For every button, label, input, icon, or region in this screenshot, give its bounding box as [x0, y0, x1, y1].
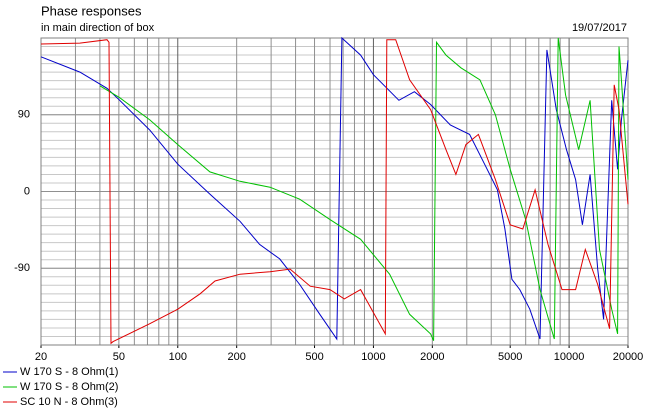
x-tick-label: 1000 [361, 351, 385, 363]
legend-label: W 170 S - 8 Ohm(1) [20, 366, 118, 378]
x-tick-label: 10000 [554, 351, 585, 363]
series-line [40, 39, 629, 345]
x-tick-label: 100 [169, 351, 187, 363]
series-line [99, 37, 629, 341]
series-line [40, 36, 629, 341]
chart-subtitle: in main direction of box [41, 22, 155, 34]
y-tick-label: -90 [14, 262, 30, 274]
y-tick-label: 90 [18, 109, 30, 121]
x-tick-label: 20 [35, 351, 47, 363]
y-tick-label: 0 [24, 185, 30, 197]
legend-label: W 170 S - 8 Ohm(2) [20, 381, 118, 393]
x-tick-label: 5000 [498, 351, 522, 363]
legend-label: SC 10 N - 8 Ohm(3) [20, 396, 118, 408]
x-tick-label: 2000 [420, 351, 444, 363]
plot-frame [40, 37, 629, 346]
x-tick-label: 20000 [613, 351, 644, 363]
chart-date: 19/07/2017 [572, 22, 627, 34]
chart-title: Phase responses [41, 3, 142, 18]
x-tick-label: 50 [113, 351, 125, 363]
x-tick-label: 200 [227, 351, 245, 363]
x-tick-label: 500 [305, 351, 323, 363]
